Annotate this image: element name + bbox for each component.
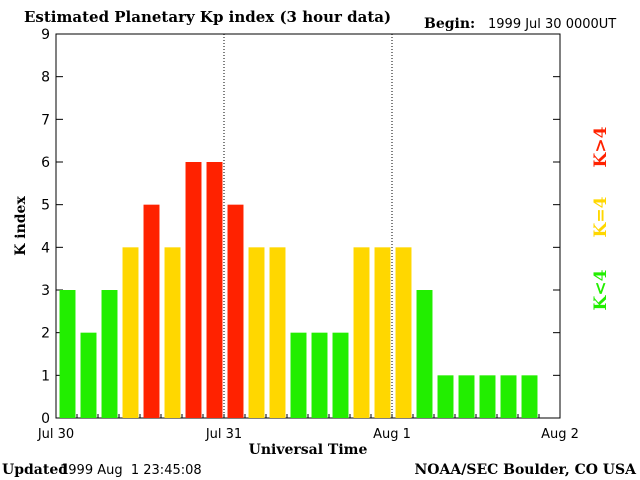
kp-bar (290, 332, 307, 418)
kp-bars (59, 162, 538, 418)
kp-bar (59, 290, 76, 418)
kp-bar (500, 375, 517, 418)
kp-bar (332, 332, 349, 418)
x-axis: Jul 30 Jul 31 Aug 1 Aug 2 (37, 414, 579, 442)
updated-value: 1999 Aug 1 23:45:08 (60, 463, 202, 478)
y-tick-label: 2 (41, 326, 50, 342)
y-tick-label: 4 (41, 240, 50, 256)
kp-bar (122, 247, 139, 418)
y-tick-label: 3 (41, 283, 50, 299)
kp-bar (269, 247, 286, 418)
kp-bar (80, 332, 97, 418)
kp-bar (227, 204, 244, 418)
y-tick-label: 7 (41, 112, 50, 128)
kp-bar (143, 204, 160, 418)
kp-bar (164, 247, 181, 418)
y-tick-label: 5 (41, 198, 50, 214)
legend-high: K>4 (591, 126, 611, 167)
kp-bar (479, 375, 496, 418)
begin-value: 1999 Jul 30 0000UT (488, 17, 616, 32)
x-tick-label: Jul 31 (205, 427, 242, 442)
kp-bar (437, 375, 454, 418)
x-tick-label: Aug 2 (541, 427, 579, 442)
kp-bar (248, 247, 265, 418)
kp-bar (353, 247, 370, 418)
kp-bar (395, 247, 412, 418)
y-axis-label: K index (13, 196, 29, 256)
kp-bar (311, 332, 328, 418)
y-axis: 0 1 2 3 4 5 6 7 8 9 (41, 27, 560, 427)
y-tick-label: 8 (41, 70, 50, 86)
source-credit: NOAA/SEC Boulder, CO USA (415, 462, 638, 478)
y-tick-label: 6 (41, 155, 50, 171)
x-tick-label: Jul 30 (37, 427, 74, 442)
begin-label: Begin: (424, 16, 475, 32)
updated-label: Updated (2, 462, 68, 478)
x-tick-label: Aug 1 (373, 427, 411, 442)
y-tick-label: 9 (41, 27, 50, 43)
legend-low: K<4 (591, 269, 611, 310)
y-tick-label: 0 (41, 411, 50, 427)
legend-mid: K=4 (591, 196, 611, 237)
kp-bar (374, 247, 391, 418)
kp-bar (458, 375, 475, 418)
day-dividers (223, 34, 393, 418)
y-tick-label: 1 (41, 368, 50, 384)
kp-bar (101, 290, 118, 418)
kp-bar (521, 375, 538, 418)
kp-bar (206, 162, 223, 418)
x-axis-label: Universal Time (249, 442, 368, 458)
chart-title: Estimated Planetary Kp index (3 hour dat… (24, 8, 391, 26)
kp-bar (416, 290, 433, 418)
kp-bar (185, 162, 202, 418)
